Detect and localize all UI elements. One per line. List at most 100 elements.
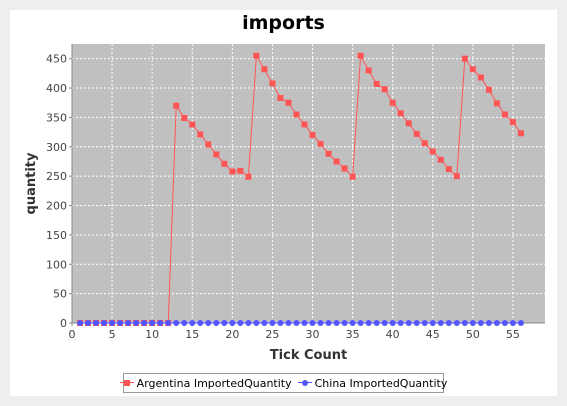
data-point <box>357 320 364 326</box>
data-point <box>261 320 268 326</box>
x-tick-label: 5 <box>109 328 116 341</box>
data-point <box>317 140 324 147</box>
x-tick-label: 45 <box>426 328 440 341</box>
data-point <box>157 320 164 326</box>
data-point <box>381 86 388 93</box>
x-tick-label: 40 <box>386 328 400 341</box>
data-point <box>509 320 516 326</box>
legend-item: Argentina ImportedQuantity <box>119 376 292 390</box>
plot-area <box>72 44 545 323</box>
data-point <box>253 52 260 59</box>
data-point <box>477 74 484 81</box>
data-point <box>341 320 348 326</box>
y-tick-label: 400 <box>46 82 67 95</box>
x-tick-label: 50 <box>466 328 480 341</box>
data-point <box>485 320 492 326</box>
data-point <box>365 67 372 74</box>
x-tick-label: 30 <box>306 328 320 341</box>
data-point <box>333 320 340 326</box>
legend-label: China ImportedQuantity <box>314 376 448 390</box>
data-point <box>517 320 524 326</box>
data-point <box>189 320 196 326</box>
data-point <box>229 320 236 326</box>
data-point <box>93 320 100 326</box>
data-point <box>245 173 252 180</box>
data-point <box>221 160 228 167</box>
data-point <box>309 320 316 326</box>
square-marker-icon <box>119 378 134 388</box>
data-point <box>165 320 172 326</box>
data-point <box>237 320 244 326</box>
data-point <box>421 320 428 326</box>
data-point <box>477 320 484 326</box>
chart-frame: imports 0 5 10 15 20 25 30 35 40 45 50 55 0 50 100 150 2… <box>10 10 557 396</box>
data-point <box>293 111 300 118</box>
data-point <box>269 320 276 326</box>
x-tick-label: 0 <box>69 328 76 341</box>
data-point <box>221 320 228 326</box>
data-point <box>253 320 260 326</box>
x-axis-label: Tick Count <box>270 348 347 363</box>
data-point <box>325 150 332 157</box>
y-tick-label: 100 <box>46 258 67 271</box>
data-point <box>373 80 380 87</box>
data-point <box>501 111 508 118</box>
data-point <box>357 52 364 59</box>
data-point <box>125 320 132 326</box>
data-point <box>485 86 492 93</box>
y-tick-label: 300 <box>46 141 67 154</box>
y-tick-label: 150 <box>46 229 67 242</box>
chart-svg: 0 5 10 15 20 25 30 35 40 45 50 55 0 50 100 150 200 250 300… <box>24 44 545 363</box>
data-point <box>373 320 380 326</box>
data-point <box>405 320 412 326</box>
data-point <box>213 320 220 326</box>
data-point <box>461 55 468 62</box>
data-point <box>245 320 252 326</box>
data-point <box>509 119 516 126</box>
data-point <box>325 320 332 326</box>
data-point <box>277 95 284 102</box>
data-point <box>149 320 156 326</box>
y-tick-label: 0 <box>60 317 67 330</box>
data-point <box>365 320 372 326</box>
data-point <box>301 121 308 128</box>
data-point <box>237 167 244 174</box>
data-point <box>285 99 292 106</box>
x-tick-label: 25 <box>265 328 279 341</box>
data-point <box>317 320 324 326</box>
circle-marker-icon <box>297 378 312 388</box>
data-point <box>445 166 452 173</box>
data-point <box>461 320 468 326</box>
data-point <box>493 100 500 107</box>
data-point <box>77 320 84 326</box>
legend-label: Argentina ImportedQuantity <box>136 376 292 390</box>
data-point <box>445 320 452 326</box>
data-point <box>405 120 412 127</box>
data-point <box>437 156 444 163</box>
legend-item: China ImportedQuantity <box>297 376 448 390</box>
data-point <box>205 141 212 148</box>
y-tick-label: 200 <box>46 200 67 213</box>
data-point <box>189 121 196 128</box>
y-tick-label: 50 <box>53 288 67 301</box>
data-point <box>229 168 236 175</box>
data-point <box>213 151 220 158</box>
data-point <box>309 132 316 139</box>
data-point <box>517 130 524 137</box>
data-point <box>293 320 300 326</box>
data-point <box>141 320 148 326</box>
data-point <box>101 320 108 326</box>
data-point <box>501 320 508 326</box>
data-point <box>181 115 188 122</box>
y-tick-label: 450 <box>46 53 67 66</box>
data-point <box>197 320 204 326</box>
x-tick-label: 35 <box>346 328 360 341</box>
data-point <box>173 102 180 109</box>
data-point <box>285 320 292 326</box>
series-2 <box>77 320 524 326</box>
legend: Argentina ImportedQuantity China Imported… <box>119 373 447 393</box>
x-tick-label: 20 <box>225 328 239 341</box>
data-point <box>301 320 308 326</box>
data-point <box>389 99 396 106</box>
data-point <box>469 66 476 73</box>
